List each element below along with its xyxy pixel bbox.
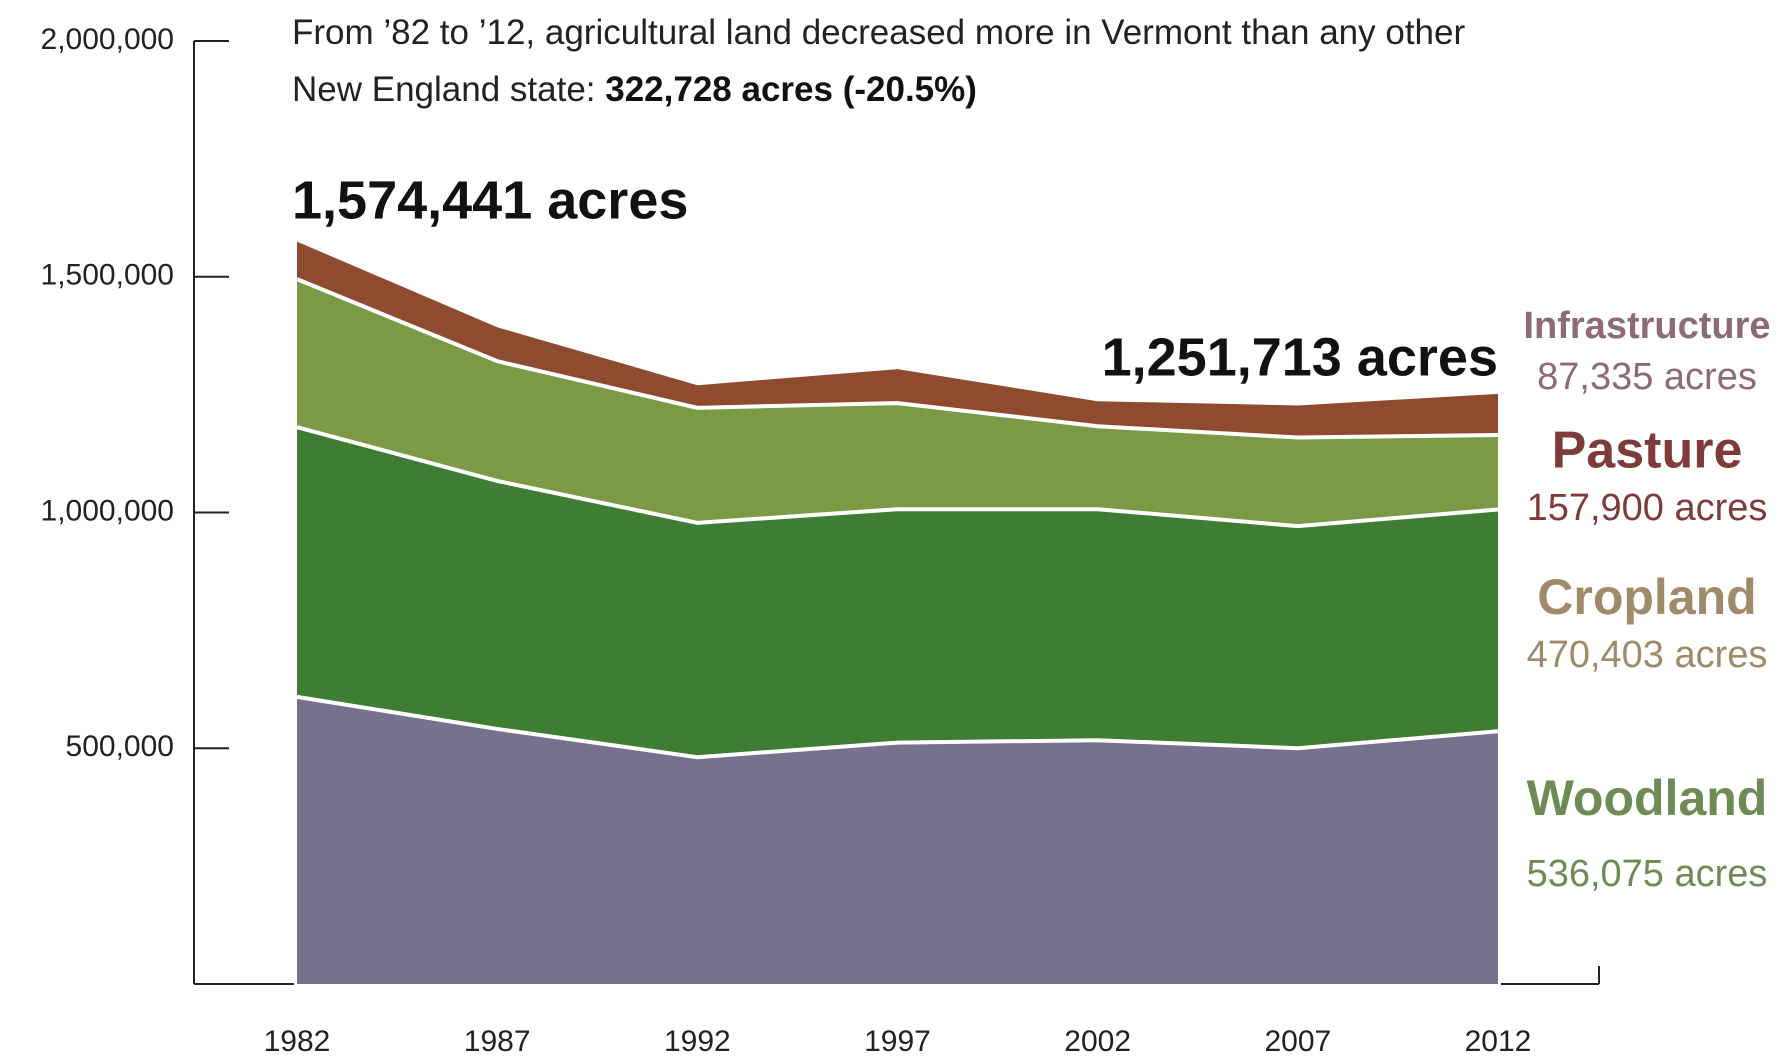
chart: 500,000 1,000,000 1,500,000 2,000,000 1982 19… <box>0 0 1781 1062</box>
legend-value: 87,335 acres <box>1537 356 1757 398</box>
x-tick-label: 1982 <box>264 1025 331 1058</box>
x-tick-label: 1992 <box>664 1025 731 1058</box>
legend-name: Cropland <box>1537 569 1756 625</box>
x-tick-label: 1997 <box>864 1025 931 1058</box>
legend-value: 157,900 acres <box>1527 487 1768 529</box>
y-tick-label: 1,500,000 <box>41 259 174 292</box>
y-tick-label: 1,000,000 <box>41 494 174 527</box>
legend-name: Woodland <box>1527 770 1768 826</box>
x-tick-label: 2012 <box>1465 1025 1532 1058</box>
annotation: 1,251,713 acres <box>1102 327 1498 387</box>
y-tick-label: 2,000,000 <box>41 23 174 56</box>
legend-name: Pasture <box>1552 422 1743 480</box>
y-tick-label: 500,000 <box>66 730 174 763</box>
x-tick-label: 2007 <box>1264 1025 1331 1058</box>
page: From ’82 to ’12, agricultural land decre… <box>0 0 1781 1062</box>
legend-value: 470,403 acres <box>1527 634 1768 676</box>
legend-value: 536,075 acres <box>1527 853 1768 895</box>
legend-name: Infrastructure <box>1523 305 1770 347</box>
annotation: 1,574,441 acres <box>292 170 688 230</box>
x-tick-label: 1987 <box>464 1025 531 1058</box>
x-tick-label: 2002 <box>1064 1025 1131 1058</box>
